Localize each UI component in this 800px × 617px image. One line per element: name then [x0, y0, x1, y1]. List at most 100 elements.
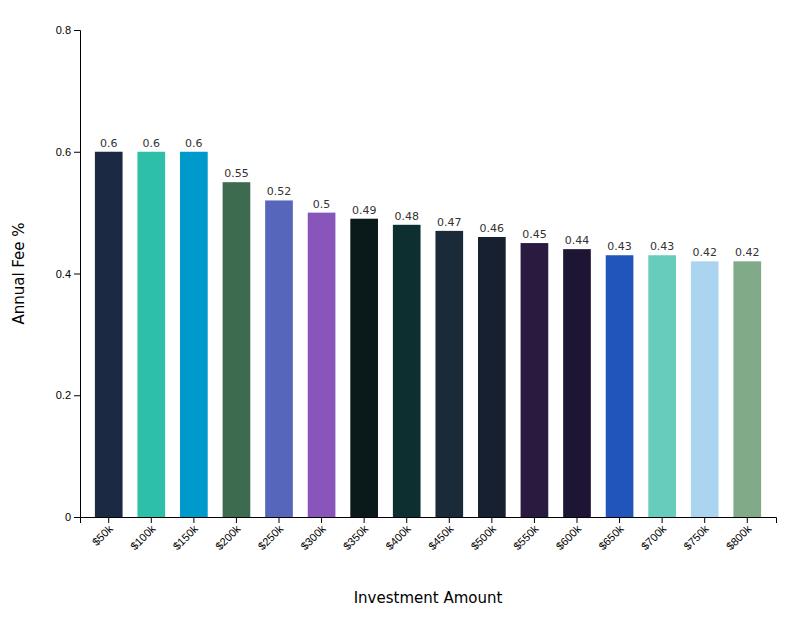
x-tick: $100k: [128, 517, 158, 552]
x-tick-label: $300k: [298, 522, 328, 552]
y-tick-mark: [74, 395, 80, 396]
x-tick: $200k: [213, 517, 243, 552]
bar: [435, 231, 463, 517]
x-tick: $300k: [298, 517, 328, 552]
x-tick-mark: [662, 517, 663, 523]
bar: [563, 249, 591, 517]
y-axis: 0 0.2 0.4 0.6 0.8: [56, 24, 81, 523]
x-axis: $50k $100k $150k $200k $250k $300k $350k $400k $…: [81, 517, 777, 552]
x-tick-mark: [364, 517, 365, 523]
x-tick-label: $750k: [681, 522, 711, 552]
bar: [478, 237, 506, 517]
x-tick-mark: [151, 517, 152, 523]
x-tick: $650k: [596, 517, 626, 552]
y-tick-mark: [74, 274, 80, 275]
bar: [648, 255, 676, 517]
bar: [521, 243, 549, 517]
x-tick-label: $200k: [213, 522, 243, 552]
bar: [265, 200, 293, 517]
data-label: 0.45: [522, 228, 547, 241]
bar: [691, 261, 719, 517]
y-tick-label: 0.4: [56, 268, 71, 280]
bar: [393, 225, 421, 517]
x-tick-mark: [619, 517, 620, 523]
y-axis-title: Annual Fee %: [10, 222, 28, 324]
y-tick: 0.6: [56, 146, 80, 158]
x-axis-line: [81, 518, 777, 524]
x-tick-label: $400k: [383, 522, 413, 552]
data-label: 0.48: [394, 210, 419, 223]
plot: 0.60.60.60.550.520.50.490.480.470.460.45…: [56, 24, 777, 552]
x-tick: $450k: [426, 517, 456, 552]
x-axis-title: Investment Amount: [354, 589, 503, 607]
y-tick-label: 0.8: [56, 24, 71, 36]
x-tick-mark: [747, 517, 748, 523]
y-tick: 0.2: [56, 389, 80, 401]
data-label: 0.55: [224, 167, 249, 180]
y-tick: 0.4: [56, 268, 80, 280]
x-tick-label: $350k: [341, 522, 371, 552]
data-label: 0.6: [185, 137, 203, 150]
data-label: 0.47: [437, 216, 462, 229]
x-tick: $350k: [341, 517, 371, 552]
x-tick-mark: [108, 517, 109, 523]
x-tick-mark: [236, 517, 237, 523]
y-tick-label: 0: [65, 511, 71, 523]
bar: [733, 261, 761, 517]
x-tick-label: $100k: [128, 522, 158, 552]
x-tick-label: $500k: [468, 522, 498, 552]
data-labels: 0.60.60.60.550.520.50.490.480.470.460.45…: [100, 137, 760, 260]
x-tick-label: $550k: [511, 522, 541, 552]
x-tick: $50k: [90, 517, 116, 548]
x-tick: $750k: [681, 517, 711, 552]
data-label: 0.43: [650, 240, 675, 253]
x-tick: $550k: [511, 517, 541, 552]
x-tick-mark: [449, 517, 450, 523]
bar: [137, 152, 165, 517]
x-tick-mark: [704, 517, 705, 523]
y-tick: 0: [65, 511, 80, 523]
x-tick-label: $50k: [90, 522, 116, 548]
x-tick-label: $150k: [170, 522, 200, 552]
y-axis-line: [74, 31, 81, 518]
x-tick: $250k: [256, 517, 286, 552]
x-tick-label: $600k: [554, 522, 584, 552]
data-label: 0.44: [565, 234, 590, 247]
bar: [308, 213, 336, 517]
data-label: 0.42: [692, 246, 717, 259]
x-tick-label: $800k: [724, 522, 754, 552]
x-tick: $500k: [468, 517, 498, 552]
x-tick-mark: [279, 517, 280, 523]
bar: [180, 152, 208, 517]
x-tick-mark: [321, 517, 322, 523]
bars: [95, 152, 761, 517]
data-label: 0.52: [267, 185, 292, 198]
bar: [350, 219, 378, 517]
x-tick: $700k: [639, 517, 669, 552]
x-tick-mark: [576, 517, 577, 523]
x-tick: $400k: [383, 517, 413, 552]
x-tick: $600k: [554, 517, 584, 552]
bar: [606, 255, 634, 517]
chart: 0.60.60.60.550.520.50.490.480.470.460.45…: [0, 0, 800, 617]
x-tick-label: $650k: [596, 522, 626, 552]
y-tick-mark: [74, 517, 80, 518]
data-label: 0.46: [480, 222, 505, 235]
y-tick: 0.8: [56, 24, 80, 36]
x-tick-label: $700k: [639, 522, 669, 552]
bar: [223, 182, 251, 517]
bar: [95, 152, 123, 517]
x-tick-mark: [193, 517, 194, 523]
x-tick-mark: [406, 517, 407, 523]
data-label: 0.6: [143, 137, 161, 150]
y-tick-mark: [74, 152, 80, 153]
data-label: 0.5: [313, 198, 331, 211]
data-label: 0.42: [735, 246, 760, 259]
data-label: 0.43: [607, 240, 632, 253]
x-tick: $150k: [170, 517, 200, 552]
y-tick-label: 0.6: [56, 146, 71, 158]
y-tick-mark: [74, 30, 80, 31]
x-tick-mark: [491, 517, 492, 523]
x-tick-label: $450k: [426, 522, 456, 552]
x-tick-label: $250k: [256, 522, 286, 552]
